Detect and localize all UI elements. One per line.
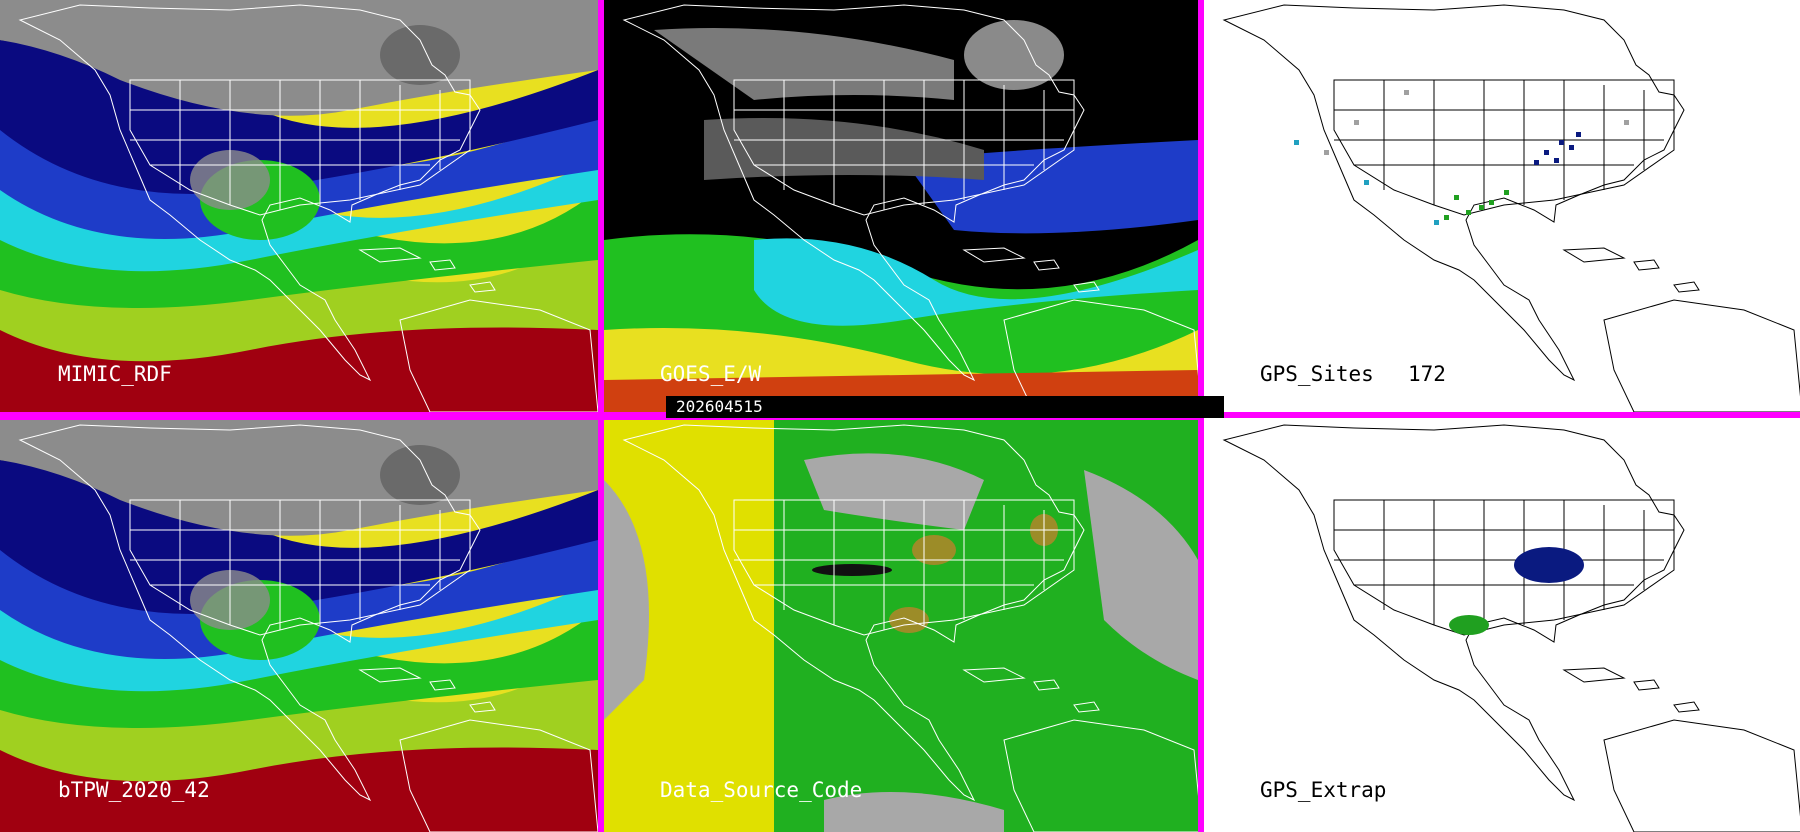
island-outline bbox=[1562, 667, 1626, 683]
gps-site-marker bbox=[1534, 160, 1539, 165]
island-outline bbox=[1033, 259, 1060, 271]
island-outline bbox=[1033, 679, 1060, 691]
panel-mimic-rdf: MIMIC_RDF bbox=[0, 0, 598, 412]
island-outline bbox=[429, 679, 456, 691]
island-outline bbox=[1073, 701, 1100, 713]
gps-site-count: 172 bbox=[1408, 362, 1446, 386]
tpw-band bbox=[0, 0, 598, 116]
island-outline bbox=[1073, 281, 1100, 293]
panel-btpw: bTPW_2020_42 bbox=[0, 420, 598, 832]
panel-goes-ew: GOES_E/W bbox=[604, 0, 1198, 412]
gps-extrap-map bbox=[1204, 420, 1800, 832]
tpw-map-btpw bbox=[0, 420, 598, 832]
island-outline bbox=[1673, 701, 1700, 713]
gps-site-marker bbox=[1569, 145, 1574, 150]
tpw-band bbox=[0, 420, 598, 536]
dsc-region bbox=[1084, 470, 1198, 680]
island-outline bbox=[469, 281, 496, 293]
coastline bbox=[622, 4, 1085, 382]
gps-site-marker bbox=[1466, 210, 1471, 215]
coastline bbox=[18, 424, 481, 802]
gps-site-marker bbox=[1576, 132, 1581, 137]
goes-band bbox=[964, 20, 1064, 90]
island-outline bbox=[469, 701, 496, 713]
gps-site-marker bbox=[1444, 215, 1449, 220]
gps-site-marker bbox=[1434, 220, 1439, 225]
south-america-outline bbox=[1003, 299, 1198, 412]
gps-site-marker bbox=[1479, 205, 1484, 210]
gps-site-marker bbox=[1324, 150, 1329, 155]
panel-label-data-source-code: Data_Source_Code bbox=[660, 778, 863, 802]
goes-map bbox=[604, 0, 1198, 412]
gps-site-marker bbox=[1354, 120, 1359, 125]
gps-site-marker bbox=[1504, 190, 1509, 195]
gps-sites-map bbox=[1204, 0, 1800, 412]
gps-site-marker bbox=[1544, 150, 1549, 155]
gps-site-marker bbox=[1294, 140, 1299, 145]
tpw-band bbox=[380, 445, 460, 505]
island-outline bbox=[358, 667, 422, 683]
south-america-outline bbox=[1603, 719, 1800, 832]
divider-horizontal-top bbox=[0, 412, 1198, 420]
goes-band bbox=[754, 238, 1198, 326]
divider-horizontal-right bbox=[1198, 412, 1800, 418]
gps-site-marker bbox=[1624, 120, 1629, 125]
coastline bbox=[622, 424, 1085, 802]
gps-site-marker bbox=[1404, 90, 1409, 95]
panel-label-goes-ew: GOES_E/W bbox=[660, 362, 762, 386]
south-america-outline bbox=[399, 719, 598, 832]
gps-extrap-region bbox=[1449, 615, 1489, 635]
coastline bbox=[18, 4, 481, 382]
gps-extrap-region bbox=[1514, 547, 1584, 583]
south-america-outline bbox=[399, 299, 598, 412]
gps-site-marker bbox=[1559, 140, 1564, 145]
panel-gps-extrap: GPS_Extrap bbox=[1204, 420, 1800, 832]
island-outline bbox=[1562, 247, 1626, 263]
dsc-region bbox=[912, 535, 956, 565]
panel-label-gps-sites: GPS_Sites bbox=[1260, 362, 1374, 386]
tpw-map-mimic-rdf bbox=[0, 0, 598, 412]
gps-site-marker bbox=[1489, 200, 1494, 205]
timestamp-bar: 202604515 bbox=[666, 396, 1224, 418]
data-source-map bbox=[604, 420, 1198, 832]
island-outline bbox=[1673, 281, 1700, 293]
panel-label-btpw: bTPW_2020_42 bbox=[58, 778, 210, 802]
panel-data-source-code: Data_Source_Code bbox=[604, 420, 1198, 832]
south-america-outline bbox=[1003, 719, 1198, 832]
gps-site-marker bbox=[1554, 158, 1559, 163]
island-outline bbox=[962, 247, 1026, 263]
island-outline bbox=[429, 259, 456, 271]
panel-gps-sites: GPS_Sites 172 bbox=[1204, 0, 1800, 412]
island-outline bbox=[962, 667, 1026, 683]
gps-site-marker bbox=[1454, 195, 1459, 200]
island-outline bbox=[1633, 259, 1660, 271]
tpw-band bbox=[380, 25, 460, 85]
island-outline bbox=[358, 247, 422, 263]
island-outline bbox=[1633, 679, 1660, 691]
dsc-region bbox=[812, 564, 892, 576]
dsc-region bbox=[604, 480, 649, 720]
goes-band bbox=[654, 28, 954, 100]
dsc-region bbox=[804, 453, 984, 530]
gps-site-marker bbox=[1364, 180, 1369, 185]
dsc-region bbox=[604, 420, 774, 832]
panel-label-mimic-rdf: MIMIC_RDF bbox=[58, 362, 172, 386]
panel-label-gps-extrap: GPS_Extrap bbox=[1260, 778, 1387, 802]
dsc-region bbox=[824, 792, 1004, 832]
south-america-outline bbox=[1603, 299, 1800, 412]
